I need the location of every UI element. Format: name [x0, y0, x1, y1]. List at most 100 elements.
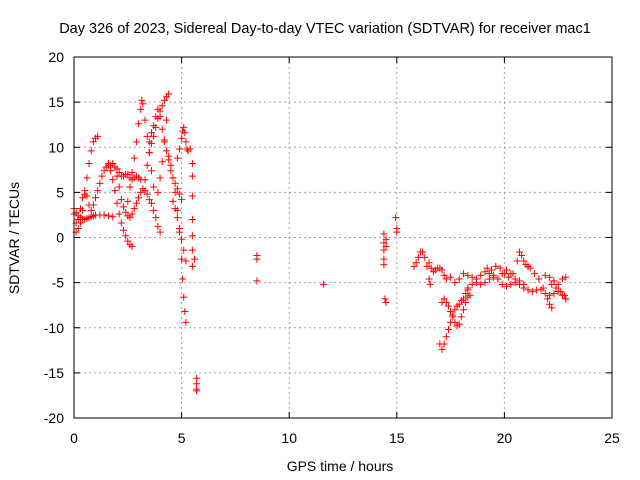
y-tick-label: -5	[52, 275, 65, 291]
data-point	[119, 203, 127, 211]
data-point	[122, 208, 130, 216]
data-point	[438, 266, 446, 274]
data-point	[135, 120, 143, 128]
data-point	[444, 326, 452, 334]
data-point	[455, 275, 463, 283]
data-point	[188, 159, 196, 167]
data-point	[507, 280, 515, 288]
data-point	[444, 302, 452, 310]
series-isolated-2	[253, 252, 261, 285]
data-point	[423, 262, 431, 270]
data-point	[128, 169, 136, 177]
y-axis-label: SDTVAR / TECUs	[6, 182, 22, 294]
data-point	[158, 158, 166, 166]
data-point	[524, 286, 532, 294]
data-point	[380, 246, 388, 254]
y-tick-label: -10	[44, 320, 64, 336]
data-point	[518, 252, 526, 260]
data-point	[515, 280, 523, 288]
data-point	[460, 295, 468, 303]
data-point	[147, 199, 155, 207]
data-point	[173, 214, 181, 222]
data-point	[147, 129, 155, 137]
data-points	[70, 90, 570, 395]
series-arc-16	[410, 248, 450, 288]
data-point	[124, 237, 132, 245]
data-point	[425, 275, 433, 283]
data-point	[180, 123, 188, 131]
data-point	[79, 194, 87, 202]
data-point	[171, 188, 179, 196]
data-point	[546, 291, 554, 299]
x-tick-label: 10	[281, 430, 297, 446]
data-point	[130, 205, 138, 213]
data-point	[104, 212, 112, 220]
data-point	[535, 275, 543, 283]
data-point	[543, 295, 551, 303]
data-point	[147, 167, 155, 175]
data-point	[169, 197, 177, 205]
x-tick-label: 25	[604, 430, 620, 446]
data-point	[163, 147, 171, 155]
data-point	[87, 147, 95, 155]
data-point	[511, 279, 519, 287]
data-point	[188, 262, 196, 270]
y-tick-label: 15	[48, 94, 64, 110]
data-point	[115, 183, 123, 191]
data-point	[188, 192, 196, 200]
series-arc-9	[145, 105, 186, 204]
data-point	[468, 273, 476, 281]
y-tick-label: -15	[44, 365, 64, 381]
data-point	[382, 235, 390, 243]
chart-title: Day 326 of 2023, Sidereal Day-to-day VTE…	[59, 21, 591, 37]
series-arc-3	[72, 187, 95, 236]
data-point	[109, 176, 117, 184]
data-point	[171, 179, 179, 187]
data-point	[442, 275, 450, 283]
data-point	[124, 170, 132, 178]
x-tick-label: 20	[497, 430, 513, 446]
data-point	[83, 174, 91, 182]
data-point	[457, 313, 465, 321]
data-point	[113, 165, 121, 173]
data-point	[562, 273, 570, 281]
data-point	[143, 190, 151, 198]
data-point	[414, 253, 422, 261]
data-point	[442, 298, 450, 306]
data-point	[481, 268, 489, 276]
data-point	[451, 279, 459, 287]
data-point	[477, 271, 485, 279]
data-point	[556, 288, 564, 296]
data-point	[87, 206, 95, 214]
series-isolated-3	[320, 280, 328, 288]
data-point	[126, 214, 134, 222]
data-point	[156, 174, 164, 182]
y-tick-label: 10	[48, 139, 64, 155]
data-point	[541, 271, 549, 279]
data-point	[139, 100, 147, 108]
data-point	[382, 298, 390, 306]
data-point	[181, 308, 189, 316]
data-point	[490, 271, 498, 279]
data-point	[188, 246, 196, 254]
series-arc-6	[113, 172, 164, 236]
data-point	[472, 279, 480, 287]
y-tick-label: 20	[48, 49, 64, 65]
series-arc-13	[188, 159, 199, 270]
data-point	[171, 205, 179, 213]
data-point	[141, 187, 149, 195]
data-point	[94, 132, 102, 140]
data-point	[132, 138, 140, 146]
series-arc-4	[89, 159, 145, 209]
data-point	[526, 264, 534, 272]
data-point	[466, 291, 474, 299]
data-point	[109, 213, 117, 221]
data-point	[160, 136, 168, 144]
series-arc-12	[169, 197, 190, 265]
data-point	[503, 282, 511, 290]
data-point	[447, 318, 455, 326]
data-point	[520, 284, 528, 292]
data-point	[119, 226, 127, 234]
data-point	[115, 169, 123, 177]
data-point	[438, 345, 446, 353]
